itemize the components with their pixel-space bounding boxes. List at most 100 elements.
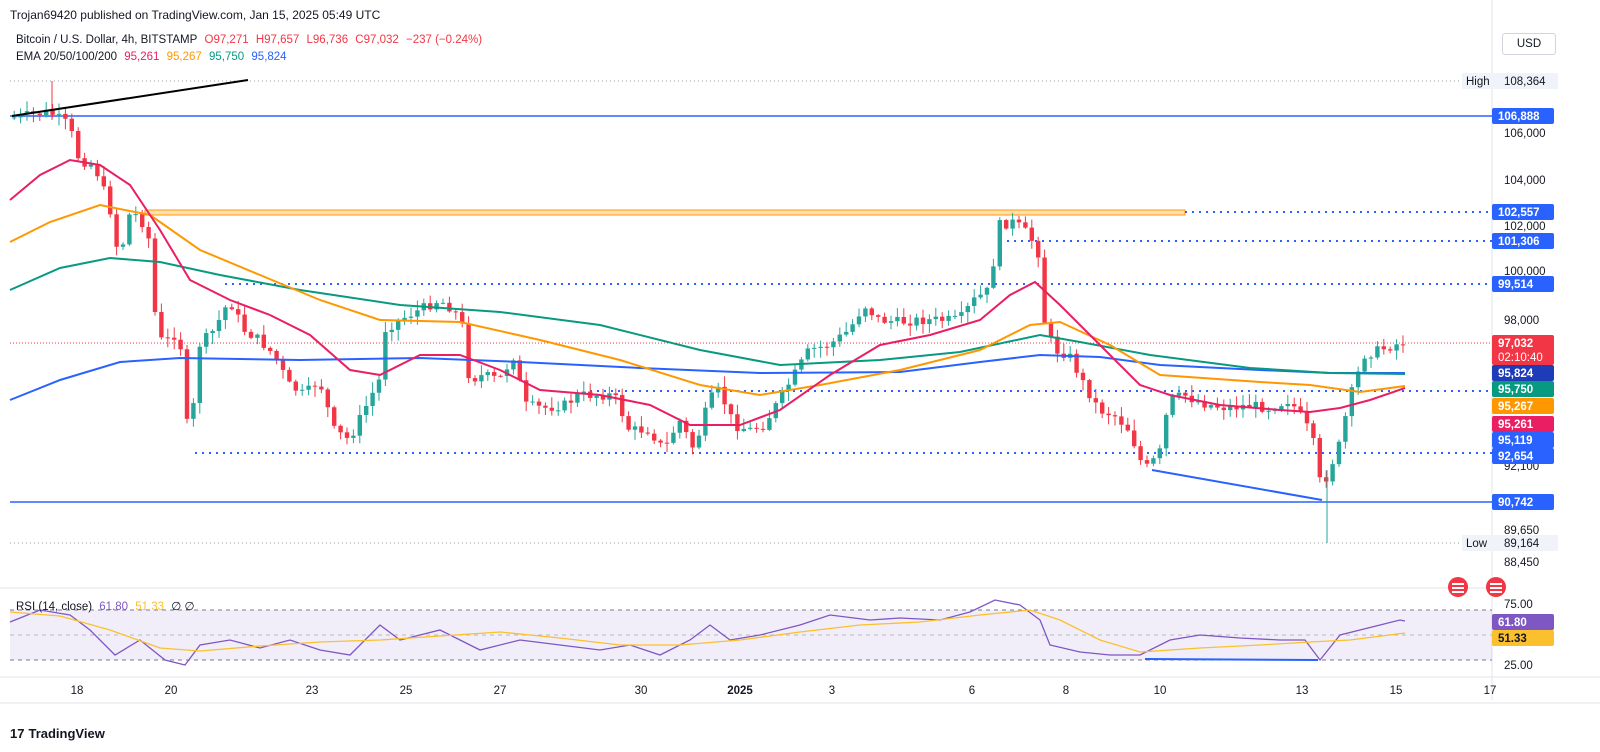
candle-body — [549, 407, 554, 411]
candle-body — [722, 386, 727, 405]
candle-body — [703, 407, 708, 436]
candle-body — [1400, 344, 1406, 346]
candle-body — [319, 386, 324, 390]
candle-body — [274, 350, 279, 360]
candle-body — [466, 323, 471, 379]
price-label-bg — [1462, 535, 1558, 551]
ema200-value: 95,824 — [251, 51, 287, 63]
candle-body — [696, 435, 702, 448]
candle-body — [108, 186, 113, 215]
ema100-line — [9, 256, 1406, 375]
candle-body — [1324, 477, 1329, 482]
rsi-value: 61.80 — [99, 601, 129, 613]
price-label-value: 95,750 — [1498, 384, 1533, 396]
currency-button[interactable]: USD — [1502, 33, 1556, 55]
candle-body — [1208, 405, 1214, 408]
y-tick-label: 102,000 — [1504, 221, 1546, 233]
candle-body — [306, 385, 311, 390]
candle-body — [690, 432, 695, 448]
tradingview-logo: 17 TradingView — [10, 726, 105, 741]
candle-body — [114, 214, 119, 247]
candle-body — [709, 392, 714, 408]
candle-body — [1285, 404, 1290, 407]
candle-body — [120, 244, 126, 247]
candle-body — [863, 308, 868, 317]
ema20-line — [9, 158, 1406, 426]
price-label-bg — [1492, 398, 1554, 414]
candle-body — [780, 390, 785, 404]
x-tick-label: 8 — [1063, 685, 1069, 697]
price-label-bg — [1492, 432, 1554, 448]
candle-body — [984, 287, 990, 295]
candle-body — [946, 315, 951, 321]
candle-body — [876, 315, 881, 317]
candle-body — [63, 113, 68, 119]
candle-body — [492, 372, 497, 376]
x-tick-label: 20 — [165, 685, 178, 697]
candle-body — [1221, 407, 1226, 411]
ohlc-change: −237 (−0.24%) — [405, 34, 483, 46]
candle-body — [485, 372, 490, 376]
candle-body — [671, 432, 676, 443]
candle-body — [440, 302, 446, 304]
candle-body — [792, 369, 798, 385]
ema20-value: 95,261 — [124, 51, 160, 63]
rsi-legend[interactable]: RSI (14, close) 61.80 51.33 ∅ ∅ — [16, 599, 198, 613]
candle-body — [357, 415, 362, 436]
candle-body — [1125, 424, 1130, 431]
candle-body — [741, 428, 746, 432]
candle-body — [1170, 395, 1175, 415]
price-label-value: 99,514 — [1498, 279, 1534, 291]
candle-body — [882, 316, 887, 323]
candle-body — [1036, 240, 1041, 258]
candle-body — [1119, 416, 1124, 425]
candle-body — [1138, 446, 1143, 461]
flag-icon[interactable] — [1486, 577, 1506, 597]
candle-body — [684, 420, 689, 433]
candle-body — [1004, 220, 1009, 229]
candle-body — [204, 333, 209, 347]
candle-body — [1356, 371, 1361, 388]
candle-body — [805, 348, 810, 360]
candle-body — [312, 385, 318, 387]
candle-body — [1228, 406, 1233, 411]
y-tick-label: 104,000 — [1504, 175, 1546, 187]
x-tick-label: 23 — [306, 685, 319, 697]
candle-body — [991, 266, 996, 288]
ema-legend[interactable]: EMA 20/50/100/200 95,261 95,267 95,750 9… — [16, 51, 291, 63]
candle-body — [191, 403, 196, 419]
candle-body — [44, 109, 49, 115]
candle-body — [447, 302, 452, 312]
x-tick-label: 27 — [494, 685, 507, 697]
candle-body — [300, 389, 305, 391]
candle-body — [664, 442, 670, 444]
candle-body — [652, 433, 657, 441]
candle-body — [767, 418, 772, 430]
x-tick-label: 18 — [71, 685, 84, 697]
candle-body — [901, 316, 906, 324]
symbol-legend[interactable]: Bitcoin / U.S. Dollar, 4h, BITSTAMP O97,… — [16, 34, 486, 46]
price-label-value: 95,824 — [1498, 368, 1534, 380]
price-label-bg — [1492, 494, 1554, 510]
candle-body — [1394, 344, 1399, 351]
candle-body — [280, 359, 286, 370]
tv-mark-icon: 17 — [10, 726, 25, 741]
candle-body — [370, 392, 375, 406]
candle-body — [933, 316, 938, 320]
candle-body — [1106, 413, 1111, 416]
candle-body — [338, 425, 343, 433]
candle-body — [1234, 406, 1239, 410]
candle-body — [408, 316, 414, 318]
ohlc-open: O97,271 — [204, 34, 249, 46]
candle-body — [165, 337, 170, 339]
candle-body — [56, 113, 62, 115]
candle-body — [268, 347, 273, 351]
candle-body — [620, 394, 625, 417]
ema50-value: 95,267 — [166, 51, 202, 63]
candle-body — [248, 331, 254, 338]
flag-icon[interactable] — [1448, 577, 1468, 597]
x-tick-label: 6 — [969, 685, 975, 697]
price-label-value: 102,557 — [1498, 207, 1540, 219]
candle-body — [216, 319, 222, 332]
